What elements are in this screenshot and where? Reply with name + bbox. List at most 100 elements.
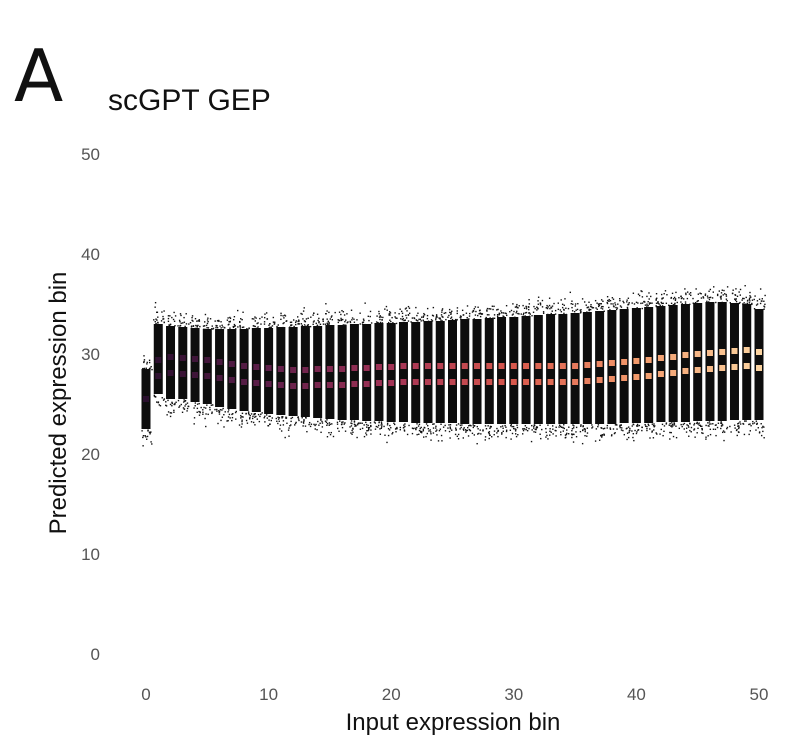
data-point (432, 432, 435, 434)
data-point (750, 425, 752, 427)
data-point (676, 301, 678, 304)
data-point (361, 321, 364, 324)
data-point (528, 298, 530, 301)
data-point (681, 297, 683, 299)
median-marker (584, 378, 591, 384)
median-marker (437, 379, 444, 385)
data-point (161, 397, 163, 399)
data-point (469, 429, 472, 432)
data-point (582, 425, 585, 427)
data-point (300, 421, 303, 423)
data-point (690, 431, 692, 433)
data-point (689, 423, 691, 425)
data-point (505, 436, 507, 439)
data-point (379, 428, 381, 430)
point-column (448, 320, 457, 423)
median-marker (645, 373, 652, 379)
data-point (489, 426, 492, 428)
x-tick-label: 50 (750, 685, 769, 704)
data-point (758, 298, 761, 300)
data-point (390, 427, 392, 429)
data-point (367, 424, 369, 427)
point-column (693, 303, 703, 421)
data-point (256, 327, 258, 329)
data-point (341, 309, 343, 312)
data-point (749, 291, 751, 294)
data-point (380, 422, 383, 425)
data-point (399, 308, 401, 310)
data-point (462, 429, 465, 431)
data-point (757, 427, 759, 429)
median-marker (167, 354, 174, 360)
data-point (533, 427, 535, 429)
median-marker (314, 382, 321, 388)
data-point (304, 325, 307, 328)
data-point (641, 307, 643, 310)
data-point (560, 299, 562, 301)
median-marker (314, 366, 321, 372)
data-point (303, 320, 306, 322)
data-point (356, 319, 358, 321)
data-point (761, 426, 763, 429)
data-point (686, 297, 689, 300)
data-point (720, 292, 723, 294)
data-point (329, 318, 332, 320)
data-point (298, 319, 300, 321)
data-point (178, 406, 180, 408)
data-point (469, 424, 471, 426)
data-point (368, 426, 371, 429)
data-point (283, 322, 285, 324)
data-point (512, 313, 514, 315)
data-point (651, 431, 653, 433)
data-point (513, 316, 516, 319)
data-point (284, 315, 287, 317)
median-marker (277, 382, 284, 388)
data-point (690, 294, 692, 297)
data-point (721, 289, 724, 291)
data-point (736, 295, 739, 298)
data-point (504, 424, 506, 427)
data-point (459, 316, 461, 319)
data-point (301, 313, 303, 315)
data-point (660, 301, 662, 304)
data-point (473, 308, 476, 310)
data-point (722, 431, 724, 434)
data-point (469, 312, 471, 315)
data-point (297, 416, 299, 418)
data-point (349, 426, 351, 428)
data-point (166, 414, 168, 416)
data-point (260, 323, 262, 325)
data-point (734, 427, 736, 429)
data-point (307, 317, 309, 319)
data-point (147, 429, 149, 431)
data-point (326, 424, 328, 427)
data-point (496, 309, 498, 311)
data-point (227, 411, 229, 413)
data-point (194, 317, 197, 320)
data-point (673, 296, 676, 299)
median-marker (228, 361, 235, 367)
data-point (478, 432, 480, 435)
data-point (242, 416, 244, 418)
data-point (606, 301, 608, 304)
data-point (753, 298, 755, 301)
data-point (436, 429, 438, 431)
data-point (653, 426, 655, 428)
data-point (738, 425, 740, 427)
data-point (572, 303, 574, 305)
median-marker (682, 368, 689, 374)
median-marker (424, 363, 431, 369)
data-point (738, 431, 740, 434)
data-point (216, 326, 219, 329)
data-point (699, 292, 701, 294)
data-point (240, 426, 243, 428)
data-point (189, 322, 192, 324)
data-point (169, 315, 171, 317)
data-point (573, 310, 576, 313)
data-point (408, 312, 411, 315)
median-marker (253, 364, 260, 370)
median-marker (449, 379, 456, 385)
data-point (378, 316, 381, 318)
data-point (611, 297, 614, 299)
data-point (350, 309, 353, 311)
